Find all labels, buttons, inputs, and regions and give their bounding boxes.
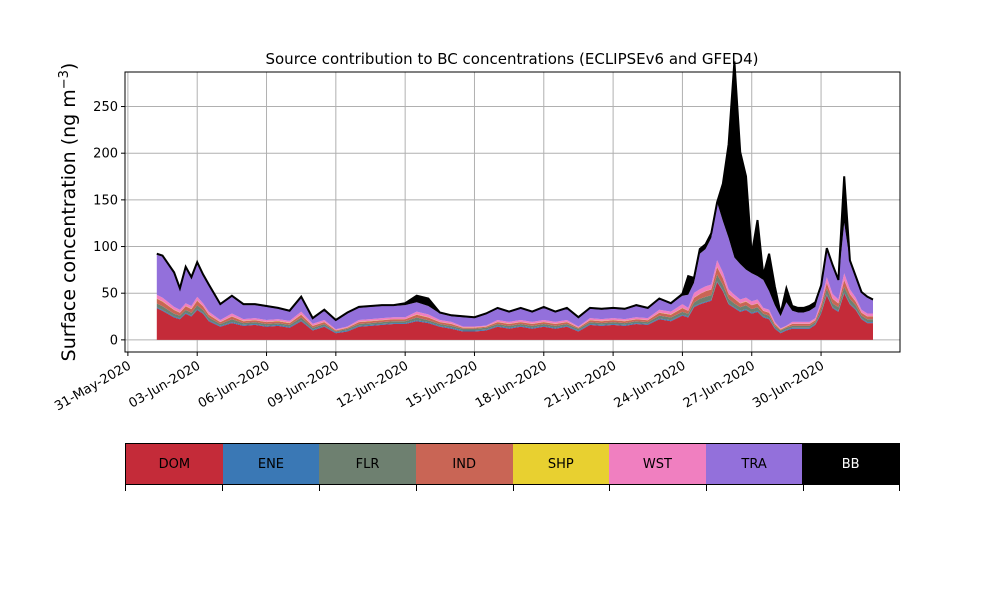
x-tick-label: 31-May-2020 [52, 358, 134, 414]
y-tick-label: 50 [101, 287, 118, 302]
legend-item-dom: DOM [126, 444, 223, 484]
y-axis: 0 50 100 150 200 250 [93, 100, 125, 348]
chart-title: Source contribution to BC concentrations… [265, 50, 758, 68]
area-wst [156, 260, 874, 331]
y-axis-label: Surface concentration (ng m−3) [57, 63, 81, 362]
legend-tick [125, 485, 126, 491]
stacked-areas [156, 61, 874, 340]
legend-tick [609, 485, 611, 491]
legend-item-bb: BB [802, 444, 899, 484]
legend-item-shp: SHP [512, 444, 610, 484]
x-tick-label: 24-Jun-2020 [612, 358, 689, 411]
legend-item-ene: ENE [222, 444, 320, 484]
y-axis-label-unit-superscript: −3 [57, 70, 72, 89]
legend-ticks [125, 485, 900, 491]
x-tick-label: 18-Jun-2020 [473, 358, 550, 411]
legend-item-tra: TRA [705, 444, 803, 484]
y-tick-label: 200 [93, 147, 118, 162]
x-tick-label: 06-Jun-2020 [196, 358, 273, 411]
legend-tick [706, 485, 708, 491]
x-tick-label: 21-Jun-2020 [542, 358, 619, 411]
legend-item-wst: WST [609, 444, 706, 484]
total-outline [156, 61, 874, 322]
x-tick-label: 15-Jun-2020 [404, 358, 481, 411]
x-tick-label: 12-Jun-2020 [334, 358, 411, 411]
legend-tick [318, 485, 320, 491]
area-flr [156, 274, 874, 333]
area-ene [156, 281, 874, 334]
area-dom [156, 282, 874, 340]
plot-frame [124, 71, 901, 353]
x-axis: 31-May-202003-Jun-202006-Jun-202009-Jun-… [52, 352, 827, 414]
legend-item-ind: IND [415, 444, 513, 484]
legend-tick [899, 485, 900, 491]
y-tick-label: 0 [110, 333, 118, 348]
x-tick-label: 27-Jun-2020 [681, 358, 758, 411]
x-tick-label: 03-Jun-2020 [126, 358, 203, 411]
area-ind [156, 267, 874, 332]
x-tick-label: 30-Jun-2020 [750, 358, 827, 411]
legend-item-flr: FLR [319, 444, 416, 484]
legend-tick [512, 485, 514, 491]
x-tick-label: 09-Jun-2020 [265, 358, 342, 411]
y-tick-label: 150 [93, 193, 118, 208]
y-tick-label: 250 [93, 100, 118, 115]
source-legend: DOM ENE FLR IND SHP WST TRA BB [125, 443, 900, 485]
area-bb [156, 61, 874, 321]
legend-tick [221, 485, 223, 491]
legend-tick [415, 485, 417, 491]
area-tra [156, 202, 874, 330]
y-tick-label: 100 [93, 240, 118, 255]
legend-tick [803, 485, 805, 491]
